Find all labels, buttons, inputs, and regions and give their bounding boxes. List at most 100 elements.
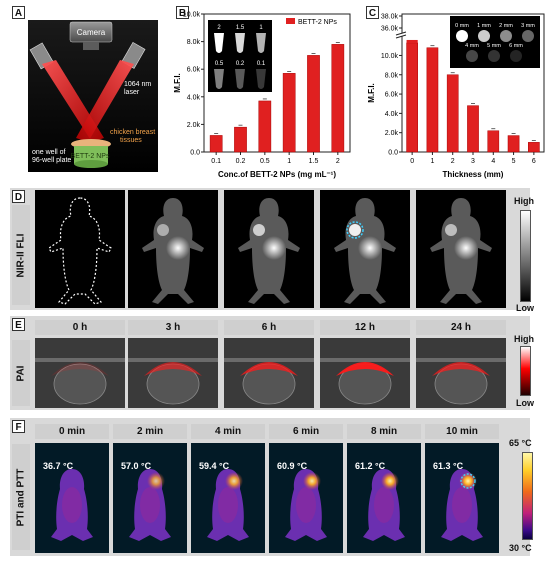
pai-signal [336, 362, 394, 376]
well-body [74, 146, 108, 164]
camera-lens [83, 42, 99, 50]
inset-vial-b [256, 33, 266, 53]
ptt-image-tile: 61.2 °C [347, 443, 421, 553]
inset-label-c: 4 mm [465, 43, 479, 49]
mouse-fli [238, 198, 300, 304]
ptt-image-tile: 60.9 °C [269, 443, 343, 553]
panel-e-letter: E [12, 318, 25, 331]
bar-b [307, 55, 320, 153]
y-tick-label-c: 4.0k [385, 111, 399, 118]
x-tick-label-b: 0.1 [211, 158, 221, 165]
nps-label: BETT-2 NPs [71, 153, 110, 160]
pai-tumor [53, 363, 107, 405]
inset-spot-c [478, 30, 490, 42]
pai-scan [35, 338, 125, 408]
inset-vial-label-b: 0.5 [215, 61, 224, 67]
tumor-signal [253, 224, 265, 236]
liver-signal [166, 236, 190, 260]
fli-image-tile [416, 190, 506, 308]
pai-skin-line [35, 358, 125, 362]
x-axis-label-c: Thickness (mm) [443, 170, 504, 179]
mouse-thermal-core [452, 487, 472, 523]
y-tick-label-b: 6.0k [187, 67, 201, 74]
chart-thickness: 0.0 2.0k 4.0k 6.0k 8.0k 10.0k 36.0k 38.0k 0 1 2 3 4 5… [367, 13, 545, 179]
mouse-thermal-core [62, 487, 82, 523]
fli-scale-low: Low [516, 303, 534, 313]
fli-image-tile [128, 190, 218, 308]
mouse-outline [48, 197, 112, 305]
ptt-thermal: 36.7 °C [43, 461, 93, 541]
y-tick-label-c: 2.0k [385, 130, 399, 137]
ptt-image-tile: 59.4 °C [191, 443, 265, 553]
temperature-label: 61.2 °C [355, 461, 386, 471]
panel-e-side-label: PAI [12, 340, 30, 406]
pai-time-label: 0 h [35, 320, 125, 335]
pai-scan [416, 338, 506, 408]
inset-vial-b [235, 69, 245, 89]
pai-time-label: 24 h [416, 320, 506, 335]
ptt-thermal: 57.0 °C [121, 461, 171, 541]
ptt-image-tile: 36.7 °C [35, 443, 109, 553]
bar-c [446, 74, 459, 153]
fli-colorbar [520, 210, 531, 302]
inset-label-c: 0 mm [455, 23, 469, 29]
axis-break-c [395, 34, 407, 39]
tissue-label: chicken breast tissues [110, 129, 155, 144]
inset-vial-label-b: 2 [217, 25, 221, 31]
pai-skin-line [416, 358, 506, 362]
ptt-time-label: 4 min [191, 424, 265, 439]
ptt-time-label: 6 min [269, 424, 343, 439]
panel-a-letter: A [12, 6, 25, 19]
panel-c: C 0.0 2.0k 4.0k 6.0k 8.0k 10.0k 36.0k 38.0k 0 1 2 3… [362, 6, 550, 184]
temperature-label: 36.7 °C [43, 461, 74, 471]
ptt-time-label: 10 min [425, 424, 499, 439]
tumor-circle [346, 221, 364, 239]
pai-skin-line [224, 358, 314, 362]
ptt-thermal: 59.4 °C [199, 461, 249, 541]
x-tick-label-c: 6 [532, 158, 536, 165]
ptt-time-label: 0 min [35, 424, 109, 439]
mouse-thermal-core [374, 487, 394, 523]
mouse-fli [48, 197, 112, 305]
pai-skin-line [128, 358, 218, 362]
panel-d-letter: D [12, 190, 25, 203]
temperature-label: 59.4 °C [199, 461, 230, 471]
tumor-signal [445, 224, 457, 236]
inset-vial-label-b: 1.5 [236, 25, 245, 31]
legend-swatch-b [286, 18, 295, 24]
inset-label-c: 5 mm [487, 43, 501, 49]
inset-vial-label-b: 0.2 [236, 61, 245, 67]
well-bottom [74, 160, 108, 168]
fli-image-tile [35, 190, 125, 308]
hotspot-circle [460, 473, 476, 489]
ptt-image-tile: 57.0 °C [113, 443, 187, 553]
inset-spot-c [500, 30, 512, 42]
pai-signal [51, 362, 109, 376]
ptt-thermal: 61.3 °C [433, 461, 483, 541]
x-tick-label-c: 2 [451, 158, 455, 165]
bar-c [426, 47, 439, 153]
y-tick-label-b: 2.0k [187, 122, 201, 129]
y-tick-label-c: 6.0k [385, 92, 399, 99]
axis-break-c [395, 31, 407, 36]
temperature-label: 60.9 °C [277, 461, 308, 471]
pai-signal [144, 362, 202, 376]
x-tick-label-b: 0.2 [236, 158, 246, 165]
inset-label-c: 3 mm [521, 23, 535, 29]
inset-label-c: 1 mm [477, 23, 491, 29]
panel-d-side-label: NIR-II FLI [12, 205, 30, 305]
hotspot [225, 472, 243, 490]
ptt-scale-low: 30 °C [509, 543, 532, 553]
y-tick-label-c: 10.0k [381, 53, 399, 60]
liver-signal [454, 236, 478, 260]
inset-vial-b [214, 33, 224, 53]
panel-b-letter: B [176, 6, 189, 19]
panel-a: A Camera 106 [12, 6, 162, 174]
ptt-time-label: 2 min [113, 424, 187, 439]
pai-signal [240, 362, 298, 376]
laser-beam-right [76, 60, 134, 142]
bar-c [487, 130, 500, 153]
x-tick-label-b: 2 [336, 158, 340, 165]
pai-scan [320, 338, 410, 408]
